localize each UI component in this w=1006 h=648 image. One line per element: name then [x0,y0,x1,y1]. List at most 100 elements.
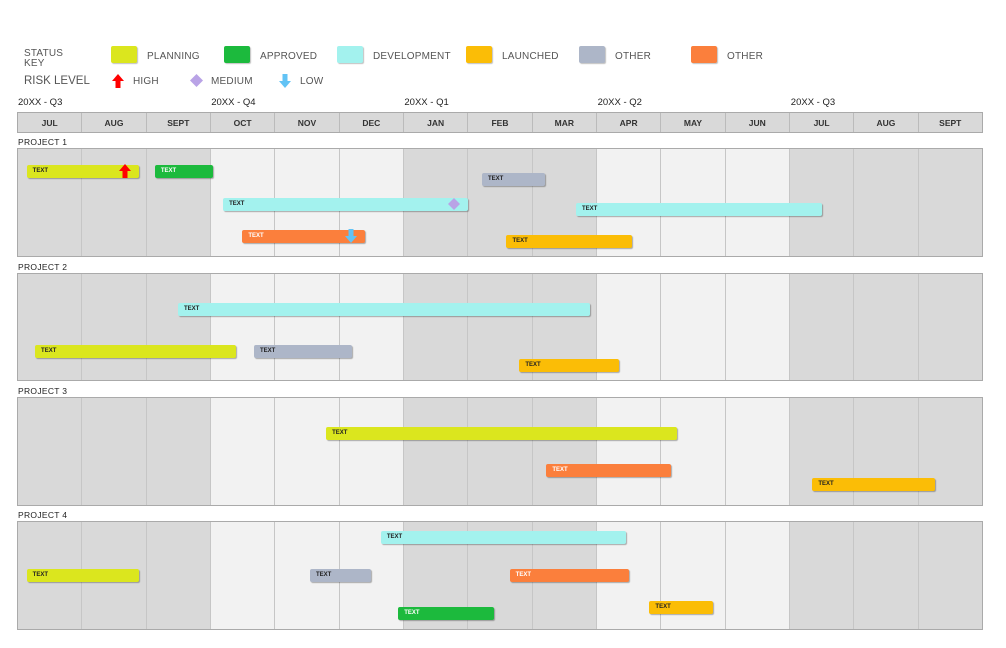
task-bar-launched[interactable]: TEXT [812,478,935,492]
status-key-label: STATUS KEY [24,48,64,69]
month-cell [18,398,83,505]
month-cell [918,274,982,380]
task-bar-label: TEXT [525,361,541,368]
task-bar-other[interactable]: TEXT [253,344,352,358]
task-bar-label: TEXT [41,347,57,354]
status-label: OTHER [615,51,651,62]
task-bar-planning[interactable]: TEXT [26,568,140,582]
status-label: APPROVED [260,51,318,62]
status-label: LAUNCHED [502,51,559,62]
task-bar-planning[interactable]: TEXT [326,427,678,441]
month-cell [403,398,469,505]
month-header: MAY [661,113,726,132]
status-label: PLANNING [147,51,200,62]
task-bar-label: TEXT [515,571,531,578]
task-bar-development[interactable]: TEXT [380,531,626,545]
quarter-label: 20XX - Q3 [18,97,63,108]
task-bar-label: TEXT [32,167,48,174]
task-bar-planning[interactable]: TEXT [26,164,140,178]
task-bar-label: TEXT [259,347,276,354]
month-cell [725,149,790,256]
task-bar-launched[interactable]: TEXT [519,358,620,372]
month-cell [339,398,404,505]
month-header: NOV [275,113,340,132]
diamond-icon [190,74,203,92]
quarter-label: 20XX - Q1 [404,97,449,108]
status-swatch-planning [111,46,137,63]
month-cell [918,149,982,256]
status-swatch-approved [224,46,250,63]
arrow-up-icon [119,163,132,183]
task-bar-label: TEXT [184,305,200,312]
month-cell [403,274,469,380]
task-bar-label: TEXT [229,200,245,207]
task-bar-approved[interactable]: TEXT [398,606,494,620]
arrow-up-icon [112,74,124,93]
status-swatch-other [579,46,605,63]
month-cell [275,274,340,380]
month-cell [725,522,790,629]
month-cell [854,149,919,256]
month-cell [18,274,83,380]
task-bar-development[interactable]: TEXT [575,203,822,217]
month-cell [789,149,855,256]
task-bar-other[interactable]: TEXT [310,568,372,582]
task-bar-label: TEXT [655,604,671,611]
task-bar-label: TEXT [581,206,598,213]
project-label: PROJECT 3 [18,386,68,396]
month-cell [661,274,726,380]
task-bar-approved[interactable]: TEXT [154,164,214,178]
month-cell [275,398,340,505]
task-bar-other[interactable]: TEXT [481,172,546,186]
month-header: JUL [790,113,855,132]
task-bar-label: TEXT [487,175,504,182]
task-bar-development[interactable]: TEXT [178,302,591,316]
task-bar-label: TEXT [818,481,834,488]
month-cell [339,274,404,380]
quarter-label: 20XX - Q3 [790,97,836,108]
month-header: APR [597,113,662,132]
status-label: OTHER [727,51,763,62]
month-cell [789,522,855,629]
month-cell [725,398,790,505]
task-bar-label: TEXT [32,571,48,578]
risk-label: HIGH [133,76,159,87]
month-cell [210,398,276,505]
task-bar-other2[interactable]: TEXT [242,230,365,244]
task-bar-launched[interactable]: TEXT [649,601,713,615]
status-swatch-development [337,46,363,63]
month-cell [210,522,276,629]
task-bar-label: TEXT [386,534,403,541]
risk-level-label: RISK LEVEL [24,75,90,87]
month-header: FEB [468,113,533,132]
month-header: AUG [82,113,147,132]
quarter-label: 20XX - Q4 [211,97,256,108]
month-header: JUN [726,113,790,132]
month-cell [661,398,726,505]
task-bar-label: TEXT [404,609,420,616]
task-bar-label: TEXT [512,237,528,244]
quarter-label: 20XX - Q2 [597,97,642,108]
task-bar-label: TEXT [552,467,568,474]
month-cell [82,274,147,380]
arrow-down-icon [279,74,291,93]
month-cell [596,398,662,505]
project-lane [17,273,983,381]
month-cell [725,274,790,380]
month-cell [146,522,211,629]
task-bar-label: TEXT [332,430,348,437]
month-header-row: JUL AUG SEPT OCT NOV DEC JAN FEB MAR APR MAY JUN JUL… [17,112,983,133]
task-bar-other2[interactable]: TEXT [546,464,671,478]
status-swatch-launched [466,46,492,63]
month-header: OCT [211,113,276,132]
task-bar-other2[interactable]: TEXT [509,568,629,582]
month-header: SEPT [939,117,962,128]
month-header: DEC [340,113,404,132]
task-bar-planning[interactable]: TEXT [35,344,236,358]
project-label: PROJECT 2 [18,262,68,272]
task-bar-label: TEXT [316,571,332,578]
month-cell [854,522,919,629]
task-bar-launched[interactable]: TEXT [506,234,633,248]
project-label: PROJECT 1 [18,137,68,147]
task-bar-development[interactable]: TEXT [223,197,468,211]
